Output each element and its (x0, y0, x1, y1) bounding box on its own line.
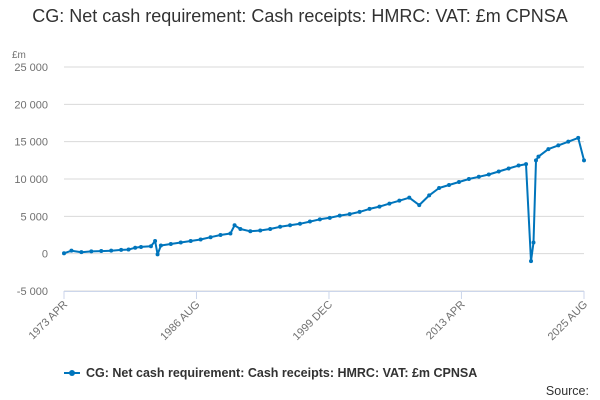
data-point (476, 174, 481, 179)
legend-marker (69, 370, 75, 376)
data-point (278, 224, 283, 229)
data-point (297, 221, 302, 226)
data-point (79, 250, 84, 255)
data-point (566, 139, 571, 144)
data-point (456, 179, 461, 184)
series-line (63, 136, 585, 263)
y-tick-label: -5 000 (17, 286, 48, 298)
data-point (228, 231, 233, 236)
data-point (148, 244, 153, 249)
data-point (155, 252, 160, 257)
data-point (153, 238, 158, 243)
grid-layer (64, 66, 584, 292)
data-point (238, 227, 243, 232)
data-point (407, 195, 412, 200)
legend[interactable]: CG: Net cash requirement: Cash receipts:… (64, 366, 477, 380)
data-point (248, 229, 253, 234)
data-point (556, 143, 561, 148)
x-tick-label: 1973 APR (27, 299, 71, 343)
data-point (218, 233, 223, 237)
data-point (139, 244, 144, 249)
data-point (582, 158, 586, 163)
data-point (524, 162, 529, 167)
data-point (417, 203, 422, 208)
x-tick-label: 1986 AUG (158, 299, 202, 343)
data-point (437, 185, 442, 190)
data-point (377, 204, 382, 209)
x-tick-label: 2013 APR (424, 299, 468, 343)
data-point (447, 182, 452, 187)
data-point (531, 240, 536, 245)
y-axis-unit-label: £m (12, 50, 26, 61)
y-tick-label: 25 000 (14, 62, 48, 74)
data-point (533, 158, 538, 163)
data-point (168, 241, 173, 246)
data-point (367, 206, 372, 211)
data-point (119, 247, 124, 252)
y-tick-label: 5 000 (20, 211, 48, 223)
data-point (536, 154, 541, 159)
data-point (327, 215, 332, 220)
data-point (258, 228, 263, 233)
y-tick-label: 20 000 (14, 99, 48, 111)
y-tick-label: 15 000 (14, 137, 48, 149)
data-point (387, 201, 392, 206)
data-point (466, 177, 471, 181)
y-tick-label: 10 000 (14, 174, 48, 186)
data-point (99, 249, 104, 254)
data-point (178, 240, 183, 245)
data-point (357, 209, 362, 214)
y-tick-label: 0 (42, 249, 48, 261)
data-point (486, 172, 491, 177)
chart-title: CG: Net cash requirement: Cash receipts:… (32, 6, 568, 26)
data-point (126, 247, 131, 252)
data-point (69, 248, 74, 253)
data-point (288, 223, 293, 228)
data-point (158, 243, 163, 248)
data-point (133, 245, 138, 250)
data-point (496, 169, 501, 174)
data-point (109, 248, 114, 253)
data-point (576, 135, 581, 140)
data-point (516, 163, 521, 168)
data-point (317, 217, 322, 222)
data-point (208, 235, 213, 240)
legend-label: CG: Net cash requirement: Cash receipts:… (86, 366, 477, 380)
data-point (198, 237, 203, 242)
data-point (268, 227, 273, 232)
legend-item[interactable]: CG: Net cash requirement: Cash receipts:… (64, 366, 477, 380)
x-tick-label: 2025 AUG (546, 299, 590, 343)
source-label: Source: (546, 384, 589, 398)
data-point (337, 213, 342, 218)
x-tick-label: 1999 DEC (291, 299, 335, 343)
data-point (506, 166, 511, 171)
data-point (232, 223, 237, 228)
data-point (307, 219, 312, 224)
series-layer (62, 135, 586, 264)
data-point (347, 212, 352, 217)
data-point (546, 147, 551, 152)
data-point (188, 238, 193, 243)
data-point (529, 259, 534, 264)
data-point (89, 249, 94, 254)
data-point (62, 251, 66, 256)
data-point (427, 193, 432, 198)
data-point (397, 198, 402, 203)
